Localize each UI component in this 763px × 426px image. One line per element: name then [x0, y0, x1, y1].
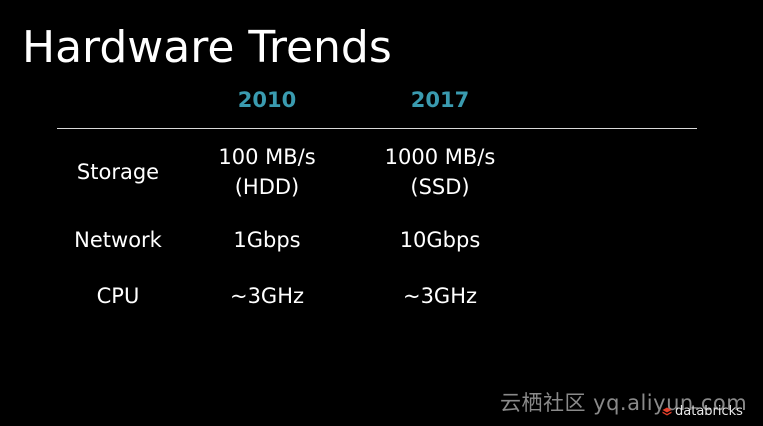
cell-line: 1Gbps	[233, 228, 301, 252]
cell-line: 100 MB/s	[218, 145, 316, 169]
row-label-cpu: CPU	[96, 284, 140, 308]
header-divider	[57, 128, 697, 129]
cell-network-2017: 10Gbps	[360, 225, 520, 255]
column-header-2017: 2017	[410, 88, 470, 112]
brand-name: databricks	[675, 404, 743, 419]
cell-storage-2010: 100 MB/s (HDD)	[187, 142, 347, 202]
cell-line: ~3GHz	[402, 284, 478, 308]
cell-network-2010: 1Gbps	[187, 225, 347, 255]
brand-logo: databricks	[662, 404, 743, 419]
databricks-logo-icon	[662, 407, 672, 415]
watermark-text: 云栖社区 yq.aliyun.com	[500, 391, 748, 415]
cell-cpu-2010: ~3GHz	[187, 281, 347, 311]
slide-title: Hardware Trends	[22, 22, 392, 73]
cell-line: (SSD)	[410, 175, 470, 199]
cell-cpu-2017: ~3GHz	[360, 281, 520, 311]
row-label-storage: Storage	[76, 160, 160, 184]
cell-line: 10Gbps	[399, 228, 481, 252]
cell-line: ~3GHz	[229, 284, 305, 308]
row-label-network: Network	[74, 228, 162, 252]
cell-storage-2017: 1000 MB/s (SSD)	[360, 142, 520, 202]
cell-line: (HDD)	[234, 175, 300, 199]
cell-line: 1000 MB/s	[384, 145, 496, 169]
column-header-2010: 2010	[237, 88, 297, 112]
